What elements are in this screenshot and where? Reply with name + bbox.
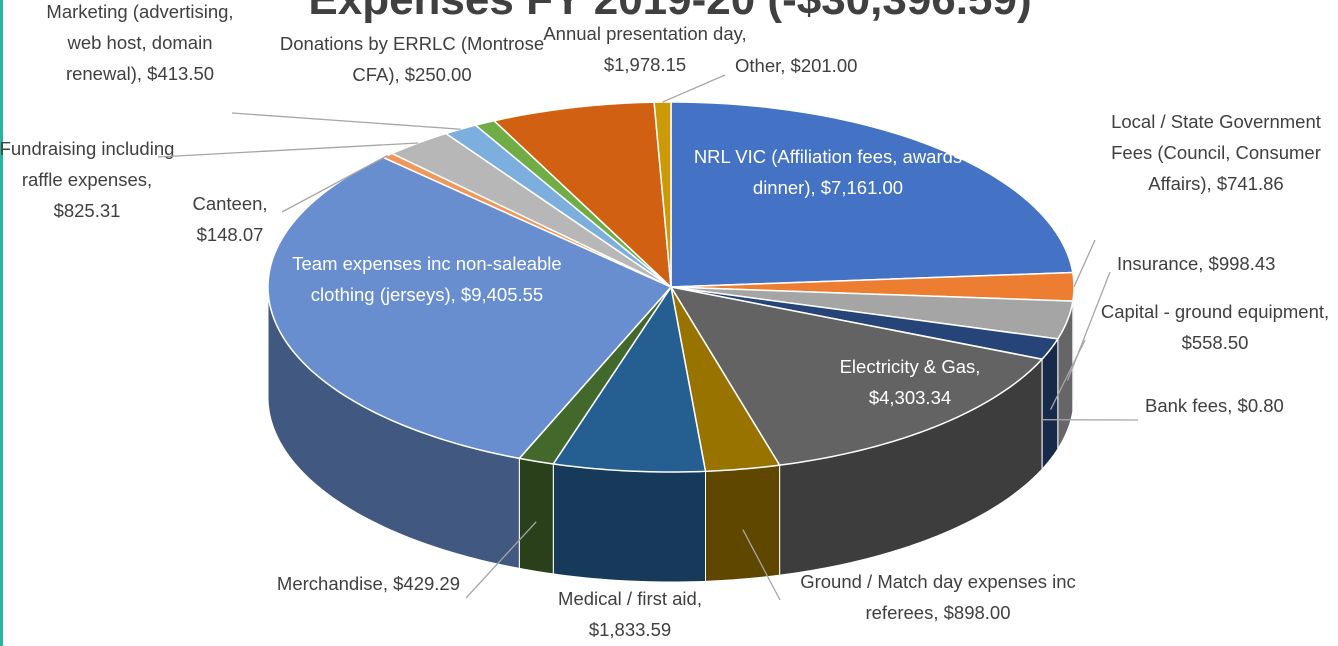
pie-slice — [267, 156, 673, 460]
chart-title: Expenses FY 2019-20 (-$30,396.59) — [308, 0, 1031, 24]
data-label: Donations by ERRLC (Montrose CFA), $250.0… — [280, 33, 544, 85]
pie-slice — [669, 285, 1044, 466]
data-label: Local / State Government Fees (Council, C… — [1111, 111, 1321, 194]
leader-line — [281, 154, 388, 213]
data-label: Other, $201.00 — [735, 55, 857, 76]
pie-side — [552, 463, 707, 583]
leader-line — [1049, 339, 1086, 410]
leader-line — [465, 521, 537, 599]
pie-slice — [551, 285, 707, 473]
pie-side — [705, 464, 781, 582]
pie-slice — [670, 101, 1074, 288]
leader-line — [231, 112, 461, 130]
pie-slice — [670, 286, 1060, 361]
pie-side — [518, 457, 554, 575]
pie-slice — [492, 101, 672, 289]
data-label: Capital - ground equipment, $558.50 — [1101, 301, 1329, 353]
data-label: Annual presentation day, $1,978.15 — [543, 23, 746, 75]
data-label: Ground / Match day expenses inc referees,… — [800, 571, 1076, 623]
pie-slice — [653, 101, 672, 288]
data-label: Canteen, $148.07 — [192, 193, 267, 245]
data-label: Bank fees, $0.80 — [1145, 395, 1284, 416]
data-label: Medical / first aid, $1,833.59 — [558, 588, 702, 640]
frame-edge — [0, 0, 3, 646]
pie-slice — [444, 124, 672, 288]
data-label: Fundraising including raffle expenses, $82… — [0, 138, 174, 221]
leader-line — [742, 529, 781, 601]
leader-line — [157, 142, 419, 158]
pie-slice — [670, 271, 1075, 302]
leader-line — [662, 74, 726, 103]
data-label: Electricity & Gas, $4,303.34 — [840, 356, 981, 408]
pie-slice — [670, 286, 781, 473]
leader-line — [1073, 239, 1096, 288]
data-label: Team expenses inc non-saleable clothing (… — [292, 253, 561, 305]
pie-slice — [517, 286, 672, 465]
data-label: NRL VIC (Affiliation fees, awards dinner)… — [694, 146, 962, 198]
data-label: Marketing (advertising, web host, domain r… — [46, 1, 233, 84]
pie-side — [1041, 337, 1059, 471]
data-label: Merchandise, $429.29 — [277, 573, 460, 594]
data-label: Insurance, $998.43 — [1117, 253, 1275, 274]
